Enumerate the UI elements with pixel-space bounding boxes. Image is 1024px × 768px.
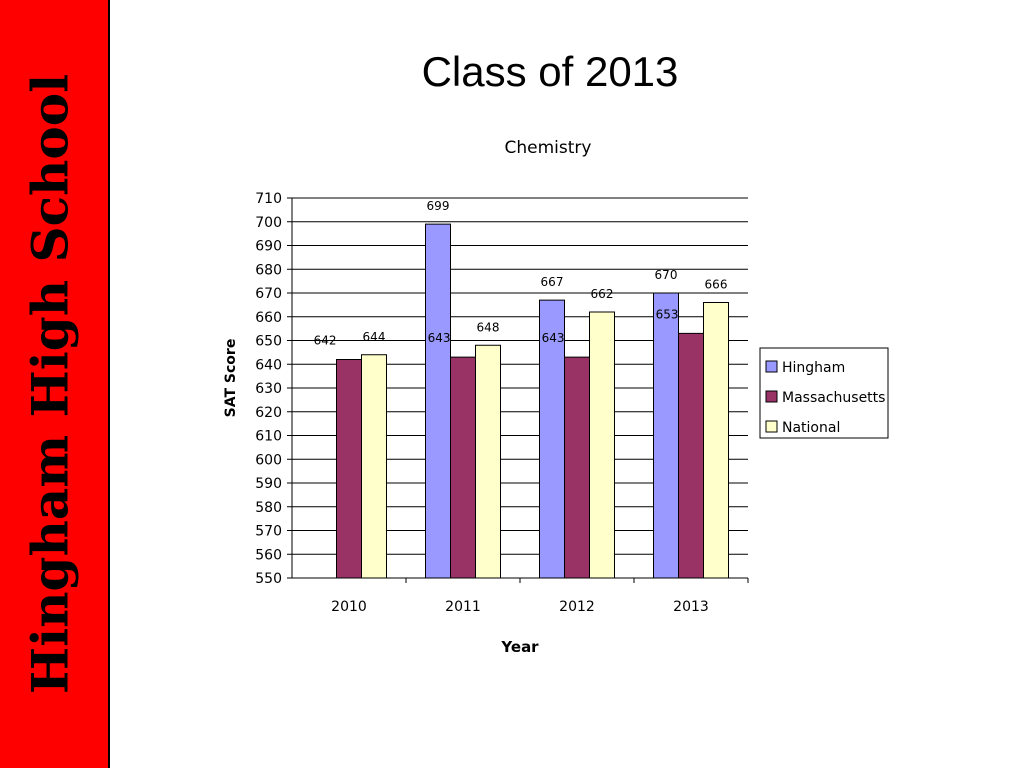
legend-swatch <box>765 360 778 373</box>
y-tick-label: 630 <box>255 381 282 397</box>
x-tick-label: 2010 <box>331 599 367 615</box>
y-tick-label: 640 <box>255 357 282 373</box>
bar-chart: Chemistry 550 560 570 580 590 600 610 620 630 640… <box>223 138 889 656</box>
x-tick-label: 2011 <box>445 599 481 615</box>
y-tick-label: 670 <box>255 286 282 302</box>
y-tick-label: 550 <box>255 571 282 587</box>
y-tick-label: 650 <box>255 334 282 350</box>
bar-hingham <box>653 292 679 579</box>
legend-label: Hingham <box>782 360 845 376</box>
legend-swatch <box>765 420 778 433</box>
data-label: 653 <box>656 307 679 321</box>
y-tick-label: 660 <box>255 310 282 326</box>
axes: 5505605705805906006106206306406506606706… <box>255 191 749 615</box>
y-tick-label: 700 <box>255 215 282 231</box>
bar-hingham <box>539 299 565 579</box>
school-name: Hingham High School <box>20 73 80 695</box>
data-label: 662 <box>591 287 614 301</box>
data-label: 644 <box>363 330 386 344</box>
bar-national <box>361 354 387 579</box>
legend-swatch <box>765 390 778 403</box>
bar-massachusetts <box>336 359 362 579</box>
bar-national <box>475 344 501 579</box>
y-tick-label: 580 <box>255 500 282 516</box>
data-label: 666 <box>705 278 728 292</box>
y-tick-label: 600 <box>255 452 282 468</box>
y-tick-label: 710 <box>255 191 282 207</box>
data-label: 642 <box>314 334 337 348</box>
legend: Hingham Massachusetts National <box>759 347 889 439</box>
x-tick-label: 2013 <box>673 599 709 615</box>
chart-title: Chemistry <box>505 138 592 158</box>
y-tick-label: 680 <box>255 262 282 278</box>
slide-title: Class of 2013 <box>421 48 679 95</box>
y-axis-label: SAT Score <box>223 339 239 418</box>
y-tick-label: 610 <box>255 429 282 445</box>
y-tick-label: 620 <box>255 405 282 421</box>
x-tick-label: 2012 <box>559 599 595 615</box>
bar-hingham <box>425 223 451 579</box>
data-label: 670 <box>655 268 678 282</box>
bar-massachusetts <box>450 356 476 579</box>
legend-label: Massachusetts <box>782 390 885 406</box>
bar-massachusetts <box>564 356 590 579</box>
legend-box <box>759 347 889 439</box>
y-tick-label: 570 <box>255 524 282 540</box>
bar-national <box>703 302 729 579</box>
legend-label: National <box>782 420 840 436</box>
data-label: 667 <box>541 275 564 289</box>
bar-national <box>589 311 615 579</box>
data-labels: 642 644 699 643 648 667 643 662 670 653 666 <box>314 199 728 347</box>
y-tick-label: 690 <box>255 239 282 255</box>
data-label: 699 <box>427 199 450 213</box>
bar-massachusetts <box>678 332 704 579</box>
data-label: 643 <box>428 331 451 345</box>
x-axis-label: Year <box>500 638 539 656</box>
sidebar-banner: Hingham High School <box>0 0 110 768</box>
y-tick-label: 560 <box>255 547 282 563</box>
data-label: 648 <box>477 320 500 334</box>
bars <box>336 223 729 579</box>
y-tick-label: 590 <box>255 476 282 492</box>
data-label: 643 <box>542 331 565 345</box>
